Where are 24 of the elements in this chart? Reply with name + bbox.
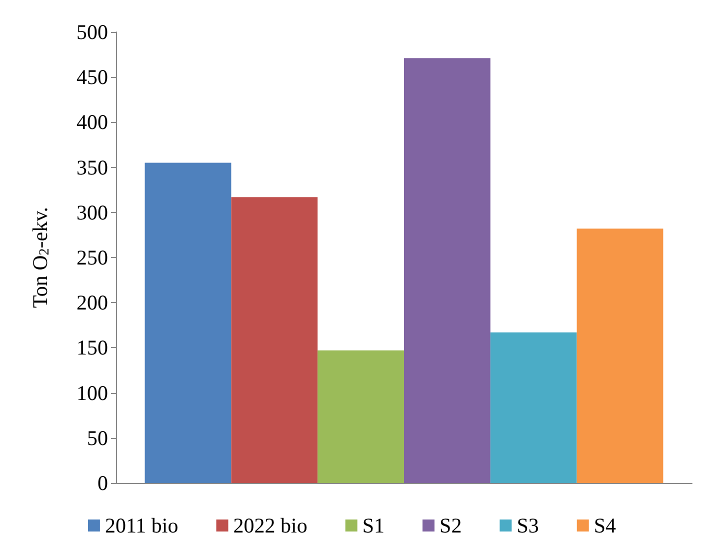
y-tick-label: 450 — [76, 65, 108, 90]
y-tick-label: 50 — [87, 426, 108, 450]
legend-label: 2011 bio — [104, 514, 178, 538]
bar — [490, 332, 577, 483]
bar — [404, 58, 490, 483]
bar — [576, 228, 664, 483]
bar — [231, 197, 318, 483]
legend-label: S1 — [362, 514, 385, 538]
bar — [318, 350, 404, 483]
y-axis-title: Ton O2-ekv. — [28, 207, 52, 308]
y-tick-label: 500 — [76, 20, 108, 44]
y-tick-label: 100 — [76, 380, 108, 405]
bar — [144, 162, 232, 483]
legend-label: S2 — [440, 514, 462, 538]
y-tick-label: 350 — [76, 155, 108, 180]
y-tick-label: 200 — [76, 290, 108, 315]
legend-label: 2022 bio — [233, 514, 308, 538]
y-tick-label: 400 — [76, 110, 108, 134]
y-tick-label: 250 — [76, 246, 108, 270]
legend-label: S4 — [594, 514, 617, 538]
y-tick-label: 150 — [76, 336, 108, 360]
y-tick-label: 0 — [98, 471, 108, 495]
y-tick-label: 300 — [76, 200, 108, 224]
legend-label: S3 — [516, 514, 539, 538]
